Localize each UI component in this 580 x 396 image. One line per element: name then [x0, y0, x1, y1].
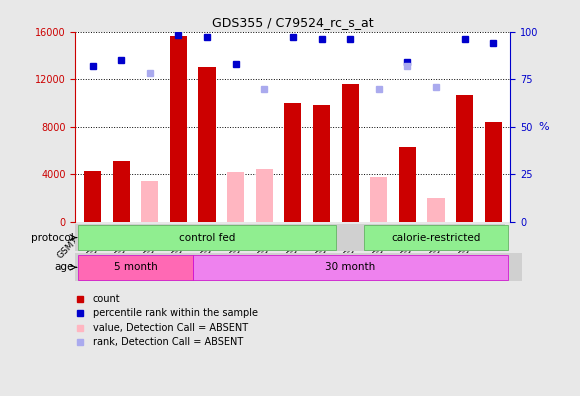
Bar	[227, 172, 244, 222]
Text: rank, Detection Call = ABSENT: rank, Detection Call = ABSENT	[93, 337, 243, 347]
Bar	[256, 169, 273, 222]
Bar	[141, 181, 158, 222]
Bar	[485, 122, 502, 222]
Title: GDS355 / C79524_rc_s_at: GDS355 / C79524_rc_s_at	[212, 16, 374, 29]
Text: percentile rank within the sample: percentile rank within the sample	[93, 308, 258, 318]
Bar	[113, 161, 130, 222]
Text: age: age	[55, 262, 74, 272]
Bar	[193, 255, 507, 280]
Text: protocol: protocol	[31, 232, 74, 243]
Text: control fed: control fed	[179, 232, 235, 243]
Bar	[78, 225, 336, 250]
Bar	[370, 177, 387, 222]
Text: count: count	[93, 294, 121, 304]
Text: value, Detection Call = ABSENT: value, Detection Call = ABSENT	[93, 323, 248, 333]
Bar	[313, 105, 330, 222]
Bar	[456, 95, 473, 222]
Bar	[427, 198, 445, 222]
Bar	[84, 171, 101, 222]
Bar	[170, 36, 187, 222]
Text: 5 month: 5 month	[114, 262, 157, 272]
Text: calorie-restricted: calorie-restricted	[392, 232, 481, 243]
Bar	[364, 225, 508, 250]
Bar	[198, 67, 216, 222]
Y-axis label: %: %	[539, 122, 549, 132]
Text: 30 month: 30 month	[325, 262, 375, 272]
Bar	[78, 255, 193, 280]
Bar	[342, 84, 358, 222]
Bar	[284, 103, 302, 222]
Bar	[399, 147, 416, 222]
